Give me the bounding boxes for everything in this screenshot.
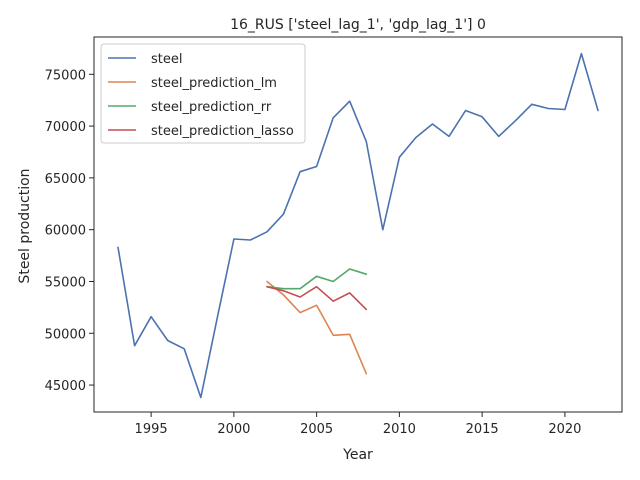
y-axis: 45000 50000 55000 60000 65000 70000 75000 bbox=[45, 68, 94, 394]
x-tick-label: 2015 bbox=[466, 422, 499, 437]
series-lines bbox=[117, 52, 599, 399]
legend-label: steel bbox=[151, 52, 182, 67]
legend-box bbox=[100, 43, 306, 144]
y-tick-label: 50000 bbox=[45, 327, 86, 342]
legend: steel steel_prediction_lm steel_prediction… bbox=[100, 43, 306, 144]
series-line-steel bbox=[117, 52, 599, 399]
y-tick-label: 45000 bbox=[45, 379, 86, 394]
x-tick-label: 2010 bbox=[383, 422, 416, 437]
series-line-steel-prediction-lm bbox=[266, 280, 368, 375]
x-tick-label: 2000 bbox=[217, 422, 250, 437]
legend-label: steel_prediction_lasso bbox=[151, 124, 294, 139]
y-tick-label: 55000 bbox=[45, 275, 86, 290]
legend-label: steel_prediction_lm bbox=[151, 76, 277, 91]
x-axis-title: Year bbox=[342, 447, 373, 463]
x-tick-label: 2020 bbox=[548, 422, 581, 437]
series-line-steel-prediction-rr bbox=[266, 268, 368, 290]
y-tick-label: 70000 bbox=[45, 120, 86, 135]
plot-area bbox=[93, 36, 623, 413]
y-tick-label: 75000 bbox=[45, 68, 86, 83]
y-tick-label: 60000 bbox=[45, 224, 86, 239]
plot-frame bbox=[93, 36, 623, 413]
series-line-steel-prediction-lasso bbox=[266, 285, 368, 311]
y-axis-title: Steel production bbox=[17, 168, 33, 283]
x-tick-label: 1995 bbox=[135, 422, 168, 437]
x-axis: 1995 2000 2005 2010 2015 2020 bbox=[135, 412, 581, 437]
legend-label: steel_prediction_rr bbox=[151, 100, 272, 115]
y-tick-label: 65000 bbox=[45, 172, 86, 187]
chart-title: 16_RUS ['steel_lag_1', 'gdp_lag_1'] 0 bbox=[230, 17, 486, 33]
x-tick-label: 2005 bbox=[300, 422, 333, 437]
